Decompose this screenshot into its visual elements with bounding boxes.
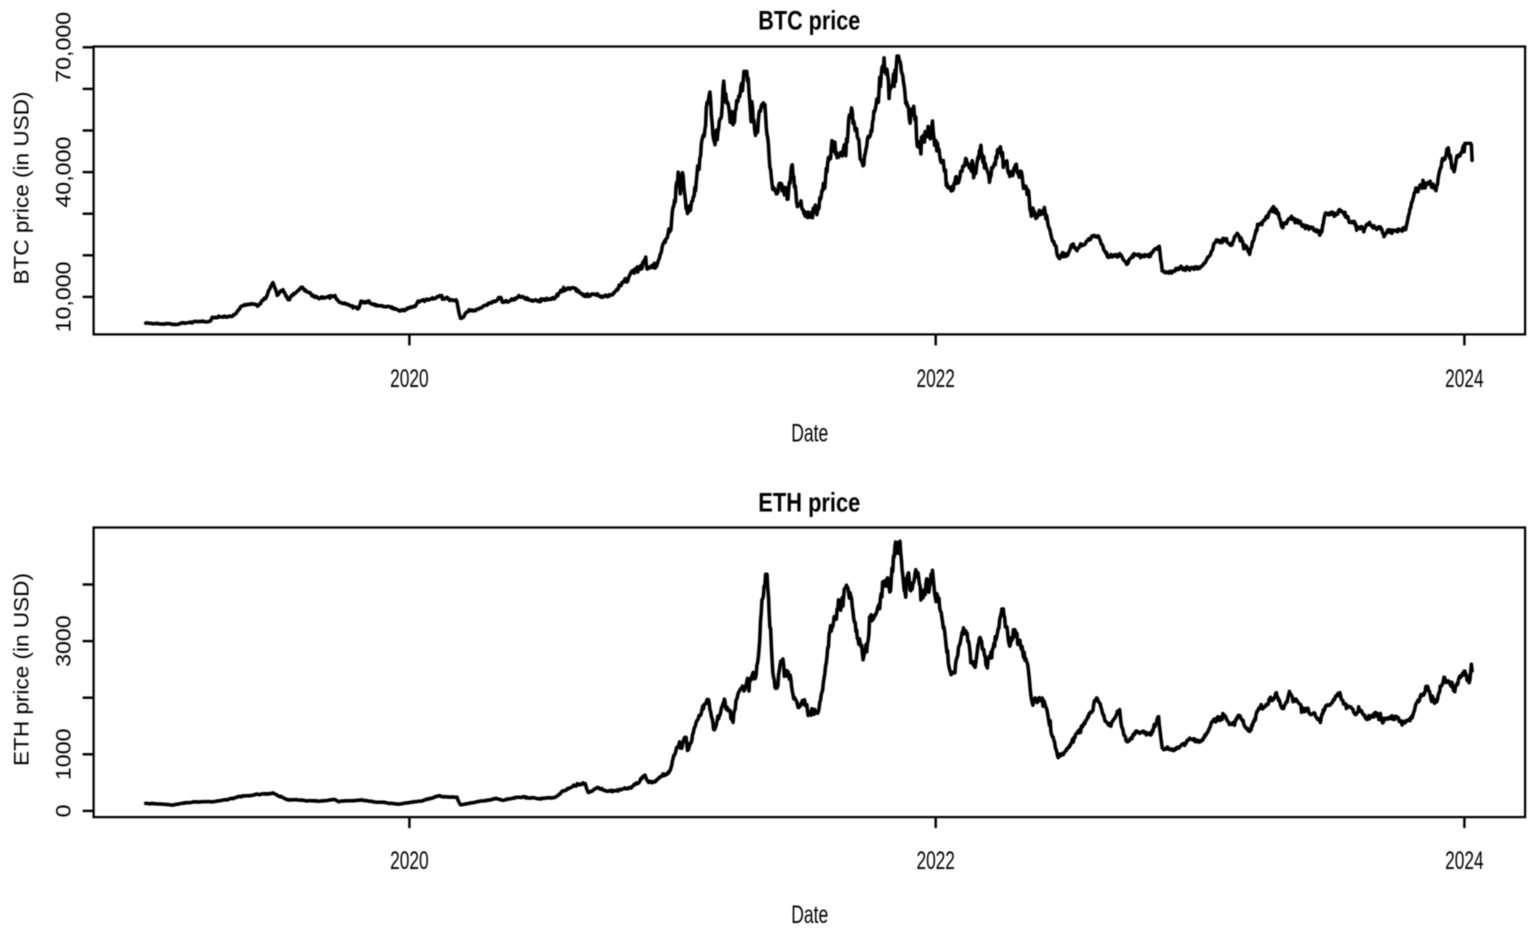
- svg-text:2022: 2022: [916, 365, 955, 393]
- svg-text:10,000: 10,000: [52, 261, 75, 332]
- svg-text:70,000: 70,000: [52, 12, 75, 83]
- svg-text:BTC price (in USD): BTC price (in USD): [11, 92, 34, 285]
- svg-text:2020: 2020: [390, 847, 429, 875]
- svg-text:2024: 2024: [1445, 365, 1484, 393]
- svg-text:2024: 2024: [1445, 847, 1484, 875]
- svg-text:2022: 2022: [916, 847, 955, 875]
- svg-text:2020: 2020: [390, 365, 429, 393]
- svg-text:ETH price (in USD): ETH price (in USD): [11, 573, 34, 766]
- svg-text:1000: 1000: [52, 729, 75, 781]
- svg-text:Date: Date: [791, 420, 828, 448]
- svg-text:ETH price: ETH price: [758, 488, 860, 518]
- svg-text:Date: Date: [791, 901, 828, 929]
- svg-text:BTC price: BTC price: [758, 6, 860, 36]
- svg-text:3000: 3000: [52, 615, 75, 667]
- svg-text:40,000: 40,000: [52, 137, 75, 208]
- svg-text:0: 0: [52, 804, 75, 817]
